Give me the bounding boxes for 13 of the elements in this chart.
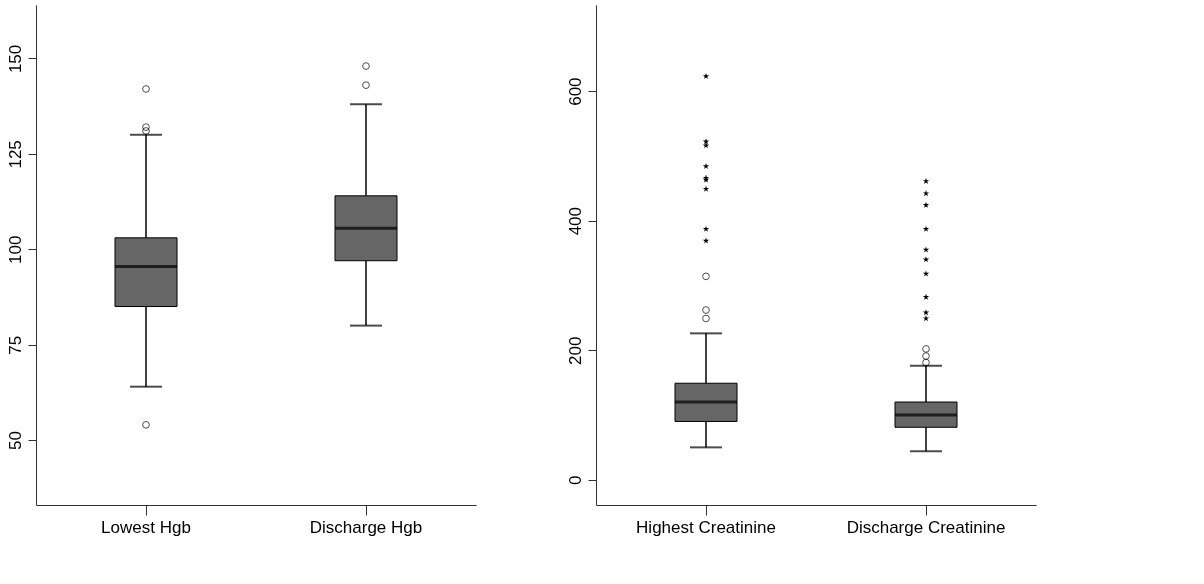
- y-tick-label: 600: [565, 77, 585, 106]
- x-tick-label: Discharge Hgb: [309, 517, 423, 537]
- x-tick-label: Lowest Hgb: [101, 517, 191, 537]
- x-tick-label: Discharge Creatinine: [846, 517, 1006, 537]
- y-tick-label: 125: [5, 140, 25, 169]
- y-tick-label: 100: [5, 235, 25, 264]
- y-tick-label: 50: [5, 431, 25, 451]
- y-tick-label: 0: [565, 475, 585, 485]
- x-tick-label: Highest Creatinine: [636, 517, 776, 537]
- y-tick-label: 75: [5, 335, 25, 355]
- y-tick-label: 400: [565, 206, 585, 236]
- y-tick-label: 150: [5, 44, 25, 74]
- y-tick-label: 200: [565, 336, 585, 365]
